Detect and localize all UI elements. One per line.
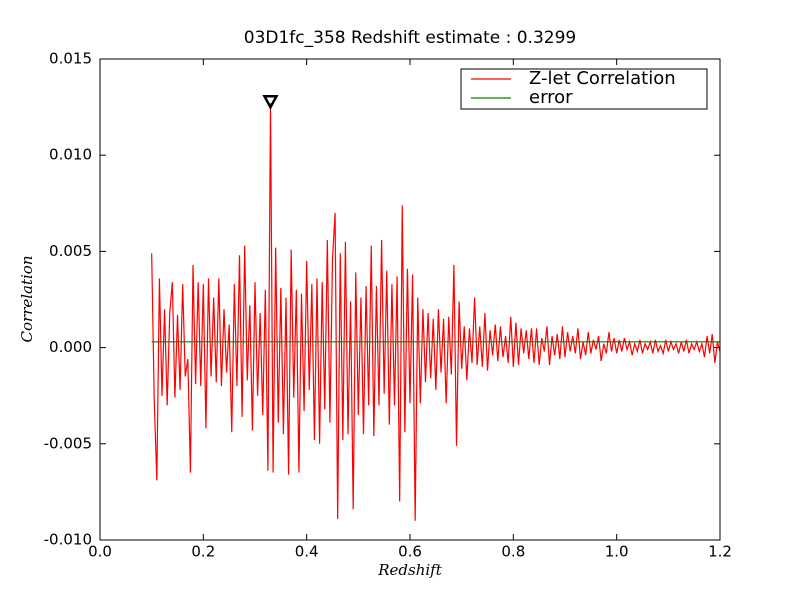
x-tick-label: 0.4	[295, 543, 319, 561]
y-tick-label: 0.000	[49, 338, 92, 356]
legend-label: error	[529, 87, 573, 108]
y-tick-label: 0.015	[49, 50, 92, 68]
x-axis-label: Redshift	[377, 561, 442, 579]
peak-marker	[262, 95, 279, 110]
x-tick-label: 0.2	[191, 543, 215, 561]
x-tick-label: 0.6	[398, 543, 422, 561]
x-tick-label: 1.2	[708, 543, 732, 561]
y-tick-label: 0.005	[49, 242, 92, 260]
x-tick-label: 0.8	[501, 543, 525, 561]
legend-label: Z-let Correlation	[529, 68, 676, 89]
x-tick-label: 1.0	[605, 543, 629, 561]
chart-title: 03D1fc_358 Redshift estimate : 0.3299	[244, 28, 576, 48]
x-tick-label: 0.0	[88, 543, 112, 561]
plot-frame	[99, 58, 721, 541]
legend-box	[460, 68, 708, 110]
y-tick-label: -0.010	[44, 531, 92, 549]
y-tick-label: -0.005	[44, 434, 92, 452]
y-axis-label: Correlation	[18, 256, 36, 343]
y-tick-label: 0.010	[49, 146, 92, 164]
